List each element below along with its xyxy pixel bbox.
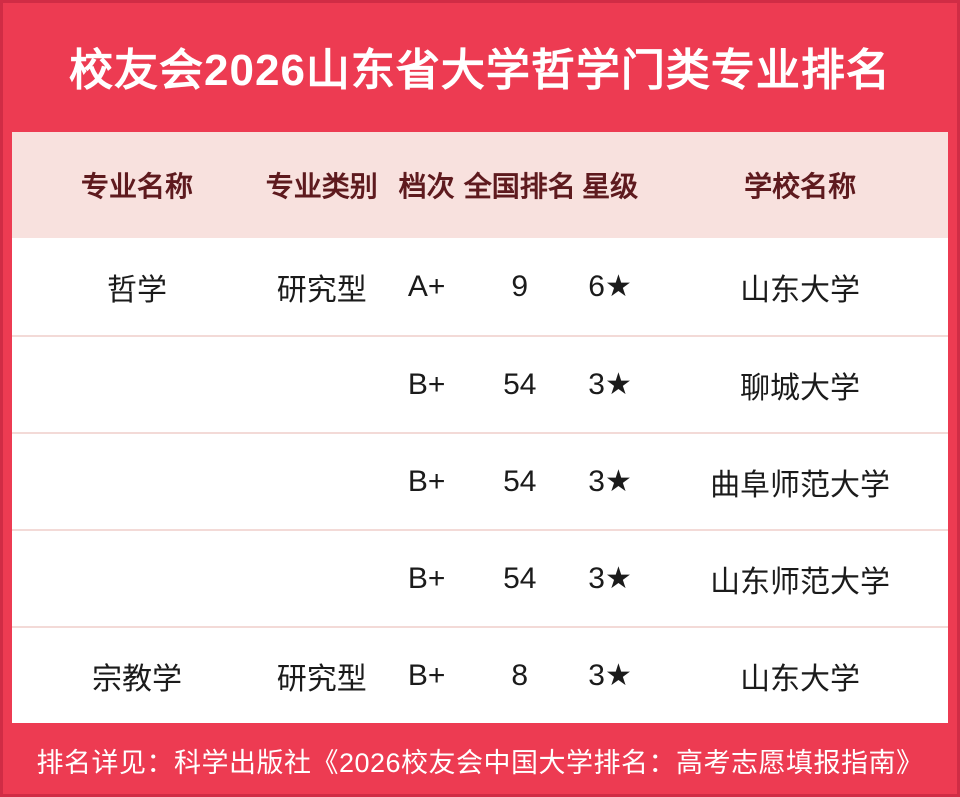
cell-national-rank: 9 — [511, 269, 529, 303]
cell-major-type — [262, 337, 382, 432]
table-row: B+ 54 3★ 聊城大学 — [12, 335, 948, 432]
cell-star-rating: 3★ — [588, 465, 632, 498]
cell-major-name — [12, 337, 262, 432]
cell-university-name: 曲阜师范大学 — [710, 468, 891, 502]
cell-star-rating: 3★ — [588, 562, 632, 595]
cell-university-name: 山东大学 — [740, 273, 861, 307]
cell-grade: B+ — [407, 561, 446, 595]
cell-star-rating: 3★ — [588, 659, 632, 692]
header-university-name: 学校名称 — [744, 171, 857, 202]
cell-grade: B+ — [407, 658, 446, 692]
cell-major-type: 研究型 — [276, 662, 367, 696]
cell-grade: B+ — [407, 464, 446, 498]
header-national-rank: 全国排名 — [463, 171, 576, 202]
footer-note: 排名详见：科学出版社《2026校友会中国大学排名：高考志愿填报指南》 — [36, 747, 924, 778]
header-major-type: 专业类别 — [265, 171, 378, 202]
cell-major-name: 宗教学 — [91, 662, 182, 696]
cell-major-name — [12, 434, 262, 529]
title-band: 校友会2026山东省大学哲学门类专业排名 — [0, 0, 960, 132]
cell-grade: B+ — [407, 367, 446, 401]
cell-major-type — [262, 531, 382, 626]
ranking-table: 专业名称 专业类别 档次 全国排名 星级 学校名称 哲学 研究型 A+ 9 6★… — [12, 132, 948, 723]
table-row: B+ 54 3★ 山东师范大学 — [12, 529, 948, 626]
cell-national-rank: 54 — [503, 561, 537, 595]
cell-national-rank: 8 — [511, 658, 529, 692]
cell-major-name: 哲学 — [106, 273, 167, 307]
table-header-row: 专业名称 专业类别 档次 全国排名 星级 学校名称 — [12, 132, 948, 238]
header-star-rating: 星级 — [582, 171, 639, 202]
cell-star-rating: 6★ — [588, 270, 632, 303]
cell-major-name — [12, 531, 262, 626]
cell-national-rank: 54 — [503, 464, 537, 498]
footer-band: 排名详见：科学出版社《2026校友会中国大学排名：高考志愿填报指南》 — [0, 723, 960, 797]
cell-star-rating: 3★ — [588, 368, 632, 401]
header-grade: 档次 — [398, 171, 455, 202]
header-major-name: 专业名称 — [80, 171, 193, 202]
cell-national-rank: 54 — [503, 367, 537, 401]
page-title: 校友会2026山东省大学哲学门类专业排名 — [69, 46, 891, 95]
cell-university-name: 聊城大学 — [740, 371, 861, 405]
table-row: 宗教学 研究型 B+ 8 3★ 山东大学 — [12, 626, 948, 723]
table-row: 哲学 研究型 A+ 9 6★ 山东大学 — [12, 238, 948, 335]
cell-university-name: 山东师范大学 — [710, 565, 891, 599]
cell-major-type: 研究型 — [276, 273, 367, 307]
cell-university-name: 山东大学 — [740, 662, 861, 696]
cell-grade: A+ — [407, 269, 446, 303]
table-row: B+ 54 3★ 曲阜师范大学 — [12, 432, 948, 529]
cell-major-type — [262, 434, 382, 529]
